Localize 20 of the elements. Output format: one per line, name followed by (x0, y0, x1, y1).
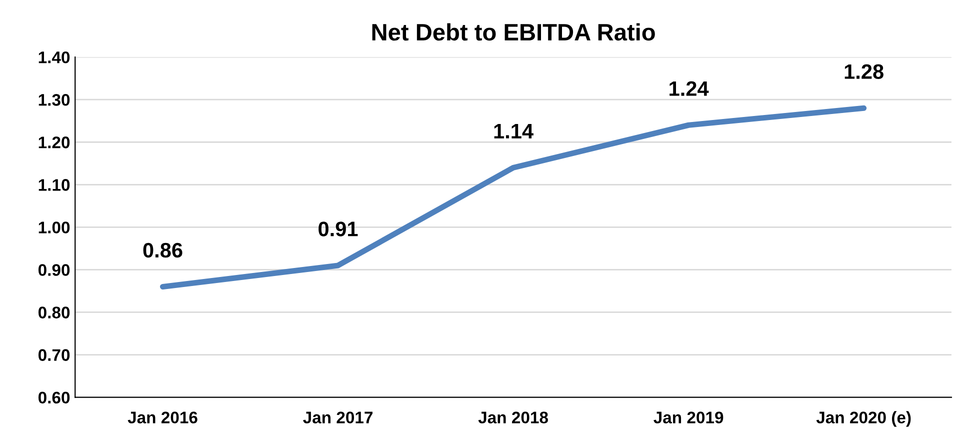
y-tick-label: 1.20 (38, 136, 70, 148)
data-label: 0.86 (143, 242, 182, 258)
x-tick-label: Jan 2018 (478, 412, 548, 424)
x-tick-label: Jan 2020 (e) (816, 411, 911, 427)
y-tick-label: 0.60 (38, 392, 70, 404)
y-tick-label: 1.10 (38, 179, 70, 191)
data-label: 1.14 (494, 124, 534, 138)
x-tick-label: Jan 2017 (303, 412, 372, 424)
chart-title: Net Debt to EBITDA Ratio (372, 23, 655, 41)
y-tick-label: 0.80 (38, 306, 70, 318)
y-tick-label: 0.70 (38, 349, 70, 361)
y-tick-label: 1.40 (38, 51, 70, 64)
x-tick-label: Jan 2016 (128, 412, 198, 424)
data-label: 1.28 (844, 64, 884, 79)
y-tick-label: 1.00 (38, 222, 70, 234)
data-label: 1.24 (670, 81, 709, 96)
y-tick-label: 1.30 (38, 94, 70, 106)
x-tick-label: Jan 2019 (654, 412, 724, 424)
data-label: 0.91 (318, 222, 358, 236)
y-tick-label: 0.90 (38, 264, 70, 276)
